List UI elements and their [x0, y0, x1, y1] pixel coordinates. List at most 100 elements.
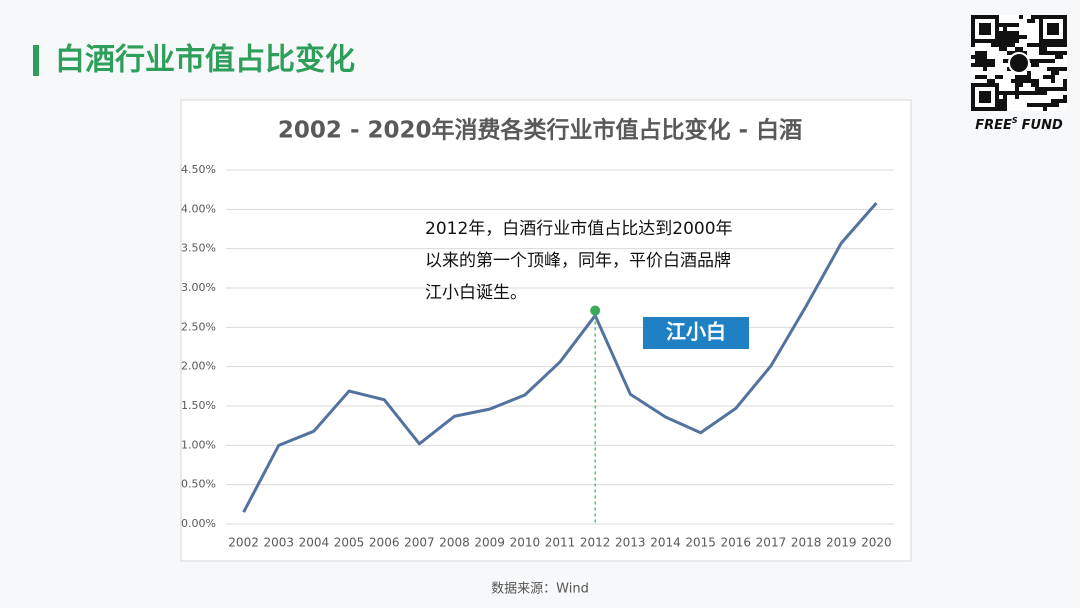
qr-cell: [979, 63, 983, 67]
qr-cell: [1019, 91, 1023, 95]
qr-cell: [1003, 31, 1007, 35]
qr-cell: [1055, 51, 1059, 55]
qr-cell: [1019, 35, 1023, 39]
x-tick-label: 2018: [791, 536, 822, 550]
qr-cell: [1051, 87, 1055, 91]
qr-cell: [1031, 59, 1035, 63]
qr-cell: [1003, 103, 1007, 107]
qr-cell: [1055, 103, 1059, 107]
qr-cell: [991, 59, 995, 63]
qr-cell: [1063, 99, 1067, 103]
qr-cell: [1043, 47, 1047, 51]
qr-cell: [1039, 43, 1043, 47]
x-tick-label: 2005: [334, 536, 365, 550]
qr-cell: [1003, 99, 1007, 103]
qr-cell: [999, 91, 1003, 95]
y-tick-label: 0.50%: [181, 478, 216, 491]
qr-cell: [975, 75, 979, 79]
qr-cell: [1031, 43, 1035, 47]
qr-cell: [1011, 39, 1015, 43]
qr-cell: [995, 75, 999, 79]
qr-cell: [1043, 103, 1047, 107]
qr-cell: [1035, 63, 1039, 67]
brand: FREES FUND: [975, 116, 1063, 133]
qr-cell: [999, 23, 1003, 27]
qr-cell: [1027, 79, 1031, 83]
qr-cell: [1015, 75, 1019, 79]
qr-cell: [1003, 47, 1007, 51]
x-tick-label: 2019: [826, 536, 857, 550]
qr-cell: [1047, 75, 1051, 79]
qr-cell: [1011, 31, 1015, 35]
qr-cell: [1047, 43, 1051, 47]
qr-cell: [987, 59, 991, 63]
x-tick-label: 2009: [474, 536, 505, 550]
qr-cell: [1063, 87, 1067, 91]
qr-cell: [1027, 19, 1031, 23]
qr-cell: [1011, 79, 1015, 83]
source: 数据来源：Wind: [491, 582, 589, 597]
qr-cell: [987, 63, 991, 67]
annotation: 江小白诞生。: [425, 283, 527, 303]
qr-cell: [1015, 23, 1019, 27]
qr-cell: [1043, 87, 1047, 91]
qr-cell: [983, 67, 987, 71]
qr-cell: [1047, 59, 1051, 63]
qr-cell: [1027, 43, 1031, 47]
qr-cell: [1015, 95, 1019, 99]
qr-cell: [1059, 43, 1063, 47]
qr-cell: [1015, 79, 1019, 83]
qr-cell: [1003, 107, 1007, 111]
qr-cell: [979, 75, 983, 79]
qr-cell: [1019, 47, 1023, 51]
qr-cell: [1007, 43, 1011, 47]
qr-cell: [1055, 87, 1059, 91]
qr-cell: [1063, 51, 1067, 55]
qr-cell: [1063, 83, 1067, 87]
qr-cell: [1011, 35, 1015, 39]
qr-cell: [1035, 87, 1039, 91]
x-tick-label: 2007: [404, 536, 435, 550]
y-tick-label: 3.00%: [181, 281, 216, 294]
qr-cell: [1059, 51, 1063, 55]
qr-cell: [1063, 79, 1067, 83]
qr-cell: [971, 63, 975, 67]
qr-cell: [1047, 51, 1051, 55]
x-tick-label: 2003: [263, 536, 294, 550]
qr-cell: [999, 31, 1003, 35]
x-tick-label: 2020: [861, 536, 892, 550]
qr-cell: [1059, 67, 1063, 71]
qr-cell: [1007, 23, 1011, 27]
qr-cell: [1007, 35, 1011, 39]
qr-cell: [1047, 67, 1051, 71]
qr-cell: [1051, 43, 1055, 47]
qr-cell: [1019, 79, 1023, 83]
qr-cell: [1023, 91, 1027, 95]
qr-cell: [1063, 43, 1067, 47]
series-line: [242, 202, 878, 513]
qr-cell: [1031, 79, 1035, 83]
qr-cell: [999, 39, 1003, 43]
plot: 0.00% 0.50% 1.00% 1.50% 2.00% 2.50% 3.00% 3.50%…: [181, 163, 894, 550]
x-tick-label: 2008: [439, 536, 470, 550]
qr-cell: [1003, 39, 1007, 43]
qr-cell: [1043, 91, 1047, 95]
x-tick-label: 2006: [369, 536, 400, 550]
qr-finder: [1047, 23, 1059, 35]
qr-cell: [979, 55, 983, 59]
qr-cell: [1023, 79, 1027, 83]
qr-cell: [1039, 47, 1043, 51]
qr-cell: [1015, 87, 1019, 91]
qr-cell: [999, 99, 1003, 103]
qr-cell: [1011, 23, 1015, 27]
qr-cell: [1035, 43, 1039, 47]
qr-cell: [1059, 87, 1063, 91]
qr-cell: [1051, 67, 1055, 71]
qr-cell: [1003, 23, 1007, 27]
y-tick-label: 2.50%: [181, 320, 216, 333]
qr-cell: [1015, 31, 1019, 35]
qr-cell: [1027, 91, 1031, 95]
qr-cell: [1059, 55, 1063, 59]
qr-cell: [971, 55, 975, 59]
